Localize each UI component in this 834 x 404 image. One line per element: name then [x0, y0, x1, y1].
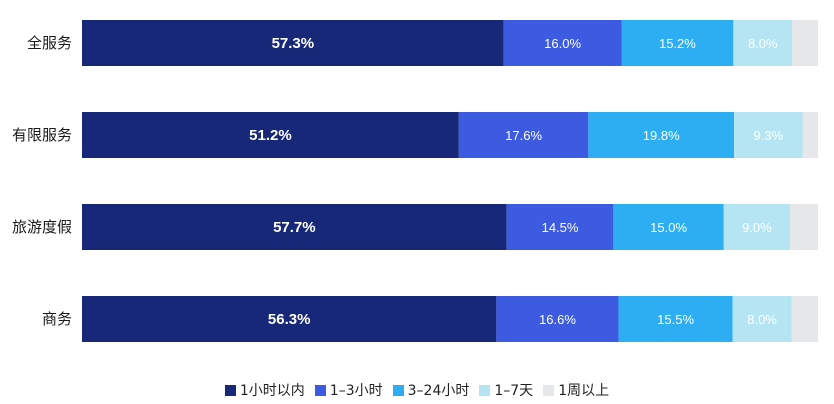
data-label: 16.6% [539, 312, 576, 327]
category-label: 旅游度假 [12, 218, 72, 236]
legend-item: 3–24小时 [392, 380, 470, 400]
category-label: 有限服务 [12, 126, 72, 144]
bar-segment [733, 20, 793, 66]
legend-item: 1–3小时 [314, 380, 383, 400]
bar-segment [506, 204, 614, 250]
data-label: 8.0% [747, 312, 777, 327]
data-label: 15.0% [650, 220, 687, 235]
bar-segment [82, 296, 497, 342]
legend-label: 3–24小时 [407, 383, 470, 399]
bar-segment [723, 204, 791, 250]
bar-segment [82, 20, 504, 66]
data-label: 56.3% [268, 311, 311, 328]
data-label: 57.7% [273, 219, 316, 236]
legend-item: 1–7天 [479, 380, 533, 400]
legend-swatch [392, 384, 404, 396]
bar-segment [588, 112, 735, 158]
bar-segment [790, 204, 818, 250]
chart-legend: 1小时以内 1–3小时 3–24小时 1–7天 1周以上 [0, 380, 834, 400]
bar-segment [458, 112, 589, 158]
legend-swatch [543, 384, 555, 396]
bar-segment [503, 20, 622, 66]
bar-segment [802, 112, 818, 158]
bar-segment [82, 112, 459, 158]
legend-swatch [479, 384, 491, 396]
data-label: 57.3% [272, 35, 315, 52]
data-label: 9.0% [742, 220, 772, 235]
legend-label: 1周以上 [558, 383, 610, 399]
bar-segment [791, 296, 818, 342]
legend-label: 1–7天 [494, 383, 534, 399]
category-label: 全服务 [27, 34, 72, 52]
bar-segment [621, 20, 734, 66]
bar-segment [496, 296, 619, 342]
legend-item: 1小时以内 [224, 380, 305, 400]
bar-segment [613, 204, 724, 250]
category-label: 商务 [42, 310, 72, 328]
bar-segment [732, 296, 792, 342]
data-label: 14.5% [542, 220, 579, 235]
bar-segment [82, 204, 507, 250]
legend-swatch [224, 384, 236, 396]
legend-swatch [314, 384, 326, 396]
chart-plot: 全服务 57.3% 16.0% 15.2% 8.0% 有限服务 51.2% 17.6% 19.8… [12, 20, 818, 342]
legend-label: 1–3小时 [329, 383, 383, 399]
data-label: 9.3% [753, 128, 783, 143]
bar-segment [734, 112, 803, 158]
bar-segment [792, 20, 818, 66]
data-label: 16.0% [544, 36, 581, 51]
data-label: 15.2% [659, 36, 696, 51]
data-label: 19.8% [643, 128, 680, 143]
data-label: 8.0% [748, 36, 778, 51]
data-label: 15.5% [657, 312, 694, 327]
bar-segment [618, 296, 733, 342]
data-label: 51.2% [249, 127, 292, 144]
data-label: 17.6% [505, 128, 542, 143]
legend-item: 1周以上 [543, 380, 609, 400]
legend-label: 1小时以内 [239, 383, 305, 399]
